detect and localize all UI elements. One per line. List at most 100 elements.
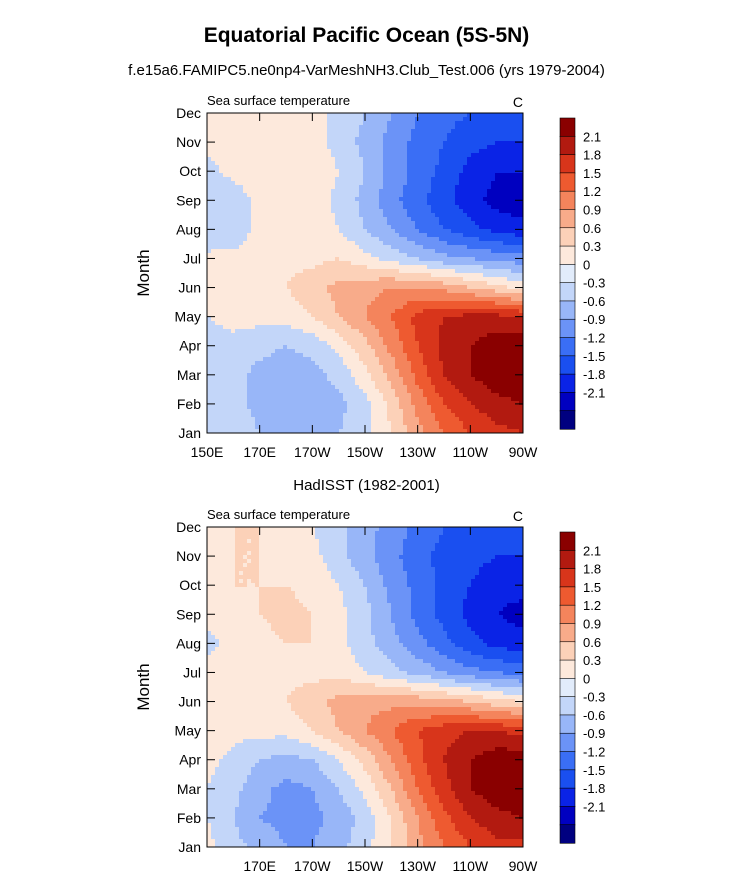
field-cell [335, 357, 340, 362]
field-cell [451, 137, 456, 142]
field-cell [499, 157, 504, 162]
field-cell [371, 265, 376, 270]
field-cell [491, 361, 496, 366]
field-cell [259, 225, 264, 230]
field-cell [507, 293, 512, 298]
field-cell [459, 345, 464, 350]
field-cell [347, 193, 352, 198]
field-cell [367, 197, 372, 202]
field-cell [283, 349, 288, 354]
field-cell [211, 337, 216, 342]
field-cell [311, 225, 316, 230]
field-cell [331, 145, 336, 150]
field-cell [323, 249, 328, 254]
field-cell [279, 321, 284, 326]
field-cell [383, 213, 388, 218]
field-cell [511, 269, 516, 274]
field-cell [315, 265, 320, 270]
field-cell [435, 209, 440, 214]
field-cell [475, 249, 480, 254]
field-cell [459, 265, 464, 270]
field-cell [347, 273, 352, 278]
field-cell [451, 261, 456, 266]
field-cell [451, 353, 456, 358]
field-cell [295, 189, 300, 194]
field-cell [355, 317, 360, 322]
field-cell [323, 205, 328, 210]
field-cell [287, 113, 292, 118]
field-cell [423, 249, 428, 254]
field-cell [459, 229, 464, 234]
field-cell [427, 321, 432, 326]
field-cell [463, 225, 468, 230]
field-cell [515, 357, 520, 362]
field-cell [507, 197, 512, 202]
field-cell [487, 177, 492, 182]
field-cell [511, 213, 516, 218]
field-cell [315, 333, 320, 338]
field-cell [291, 145, 296, 150]
field-cell [247, 317, 252, 322]
field-cell [355, 173, 360, 178]
field-cell [399, 201, 404, 206]
field-cell [467, 341, 472, 346]
field-cell [239, 141, 244, 146]
field-cell [243, 197, 248, 202]
field-cell [255, 113, 260, 118]
field-cell [375, 181, 380, 186]
field-cell [455, 229, 460, 234]
field-cell [395, 181, 400, 186]
field-cell [359, 297, 364, 302]
field-cell [255, 201, 260, 206]
field-cell [411, 205, 416, 210]
field-cell [303, 209, 308, 214]
field-cell [311, 189, 316, 194]
field-cell [503, 273, 508, 278]
field-cell [367, 117, 372, 122]
field-cell [375, 349, 380, 354]
field-cell [255, 313, 260, 318]
field-cell [483, 269, 488, 274]
field-cell [271, 285, 276, 290]
field-cell [211, 217, 216, 222]
field-cell [307, 297, 312, 302]
field-cell [383, 141, 388, 146]
field-cell [471, 297, 476, 302]
field-cell [231, 161, 236, 166]
field-cell [495, 297, 500, 302]
field-cell [391, 297, 396, 302]
field-cell [311, 309, 316, 314]
field-cell [391, 317, 396, 322]
field-cell [435, 297, 440, 302]
field-cell [427, 349, 432, 354]
field-cell [223, 349, 228, 354]
field-cell [407, 345, 412, 350]
field-cell [307, 337, 312, 342]
field-cell [255, 141, 260, 146]
field-cell [411, 341, 416, 346]
field-cell [375, 145, 380, 150]
field-cell [327, 353, 332, 358]
field-cell [235, 357, 240, 362]
field-cell [223, 321, 228, 326]
field-cell [335, 221, 340, 226]
field-cell [263, 301, 268, 306]
field-cell [271, 189, 276, 194]
field-cell [355, 221, 360, 226]
field-cell [231, 297, 236, 302]
field-cell [307, 117, 312, 122]
field-cell [215, 265, 220, 270]
field-cell [335, 285, 340, 290]
field-cell [279, 197, 284, 202]
field-cell [211, 297, 216, 302]
field-cell [467, 249, 472, 254]
field-cell [483, 257, 488, 262]
field-cell [423, 337, 428, 342]
field-cell [319, 121, 324, 126]
field-cell [511, 349, 516, 354]
field-cell [435, 309, 440, 314]
field-cell [243, 269, 248, 274]
field-cell [255, 137, 260, 142]
field-cell [503, 341, 508, 346]
field-cell [467, 121, 472, 126]
